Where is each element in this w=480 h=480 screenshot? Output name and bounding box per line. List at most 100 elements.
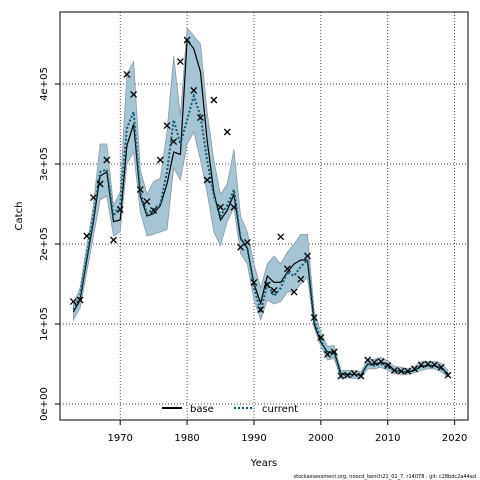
observed-point-stroke [390,366,398,374]
observed-point-stroke [263,281,271,289]
observed-point [310,314,318,322]
observed-point-stroke [130,90,138,98]
observed-point-stroke [76,296,84,304]
observed-point [384,362,392,370]
observed-point-stroke [357,372,365,380]
y-axis-title: Catch [14,202,25,231]
observed-point-stroke [176,58,184,66]
observed-point [377,358,385,366]
observed-point [390,366,398,374]
observed-point [110,236,117,244]
observed-point [431,361,439,369]
observed-point-stroke [290,288,298,296]
observed-point [243,238,251,246]
observed-point-stroke [377,358,385,366]
observed-point-stroke [150,206,158,214]
y-tick-label: 4e+05 [39,67,50,101]
observed-point [150,206,158,214]
observed-point [83,232,91,240]
observed-point [344,371,352,379]
observed-point-stroke [257,306,265,314]
legend: base current [162,404,298,415]
x-tick-label: 1990 [241,433,266,444]
observed-point-stroke [370,358,378,366]
observed-point-stroke [217,203,224,211]
observed-point-stroke [223,128,231,136]
observed-point [257,306,265,314]
observed-point [203,176,211,184]
observed-point [76,296,84,304]
observed-point-stroke [69,298,77,306]
observed-point-stroke [330,348,338,356]
observed-point-stroke [283,265,291,273]
observed-point [263,281,271,289]
observed-point-stroke [110,236,117,244]
observed-point [317,334,325,342]
observed-point [190,86,198,94]
observed-point-stroke [116,206,124,214]
observed-point-stroke [196,114,204,122]
observed-point-stroke [156,156,164,164]
observed-point [183,36,191,44]
observed-point [290,288,298,296]
observed-point [136,186,144,194]
observed-point-stroke [324,350,332,358]
observed-point [424,360,432,368]
observed-point [404,367,412,375]
observed-point-stroke [183,36,191,44]
observed-point-stroke [270,286,278,294]
observed-point [350,370,358,378]
observed-point-stroke [170,138,178,146]
observed-point [370,358,378,366]
observed-point [437,363,445,371]
observed-point [143,198,151,206]
observed-point-stroke [437,363,445,371]
observed-point [237,243,245,251]
observed-point [103,156,111,164]
observed-point-stroke [230,203,238,211]
x-axis: 1970 1980 1990 2000 2010 2020 [107,420,467,444]
observed-point [116,206,124,214]
observed-point-stroke [384,362,392,370]
x-axis-title: Years [250,458,277,469]
observed-point-stroke [424,360,432,368]
x-tick-label: 1970 [107,433,132,444]
observed-point-stroke [297,275,305,283]
observed-point-stroke [203,176,211,184]
observed-point [89,194,97,202]
observed-point-stroke [103,156,111,164]
series-line-current [72,92,449,378]
observed-point [337,372,345,380]
observed-point-stroke [431,361,439,369]
observed-point-stroke [444,371,452,379]
legend-current-label: current [262,404,298,415]
observed-point [176,58,184,66]
observed-point [96,180,104,188]
observed-point-stroke [163,122,171,130]
band-area [73,26,449,379]
observed-point-stroke [123,70,131,78]
x-tick-label: 2010 [375,433,400,444]
observed-point [357,372,365,380]
y-tick-label: 2e+05 [39,227,50,261]
observed-point [217,203,224,211]
observed-point-stroke [344,371,352,379]
observed-point [397,367,405,375]
observed-point-stroke [417,361,425,369]
observed-point [196,114,204,122]
y-tick-label: 3e+05 [39,147,50,181]
observed-point-stroke [397,367,405,375]
grid-lines [60,12,468,420]
observed-point-stroke [83,232,91,240]
y-tick-label: 1e+05 [39,307,50,341]
observed-point [283,265,291,273]
observed-point [223,128,231,136]
observed-point-stroke [337,372,345,380]
observed-point-stroke [310,314,318,322]
observed-point [170,138,178,146]
observed-point [250,278,258,286]
observed-point [304,252,311,260]
observed-point [156,156,164,164]
observed-point-stroke [277,233,285,241]
